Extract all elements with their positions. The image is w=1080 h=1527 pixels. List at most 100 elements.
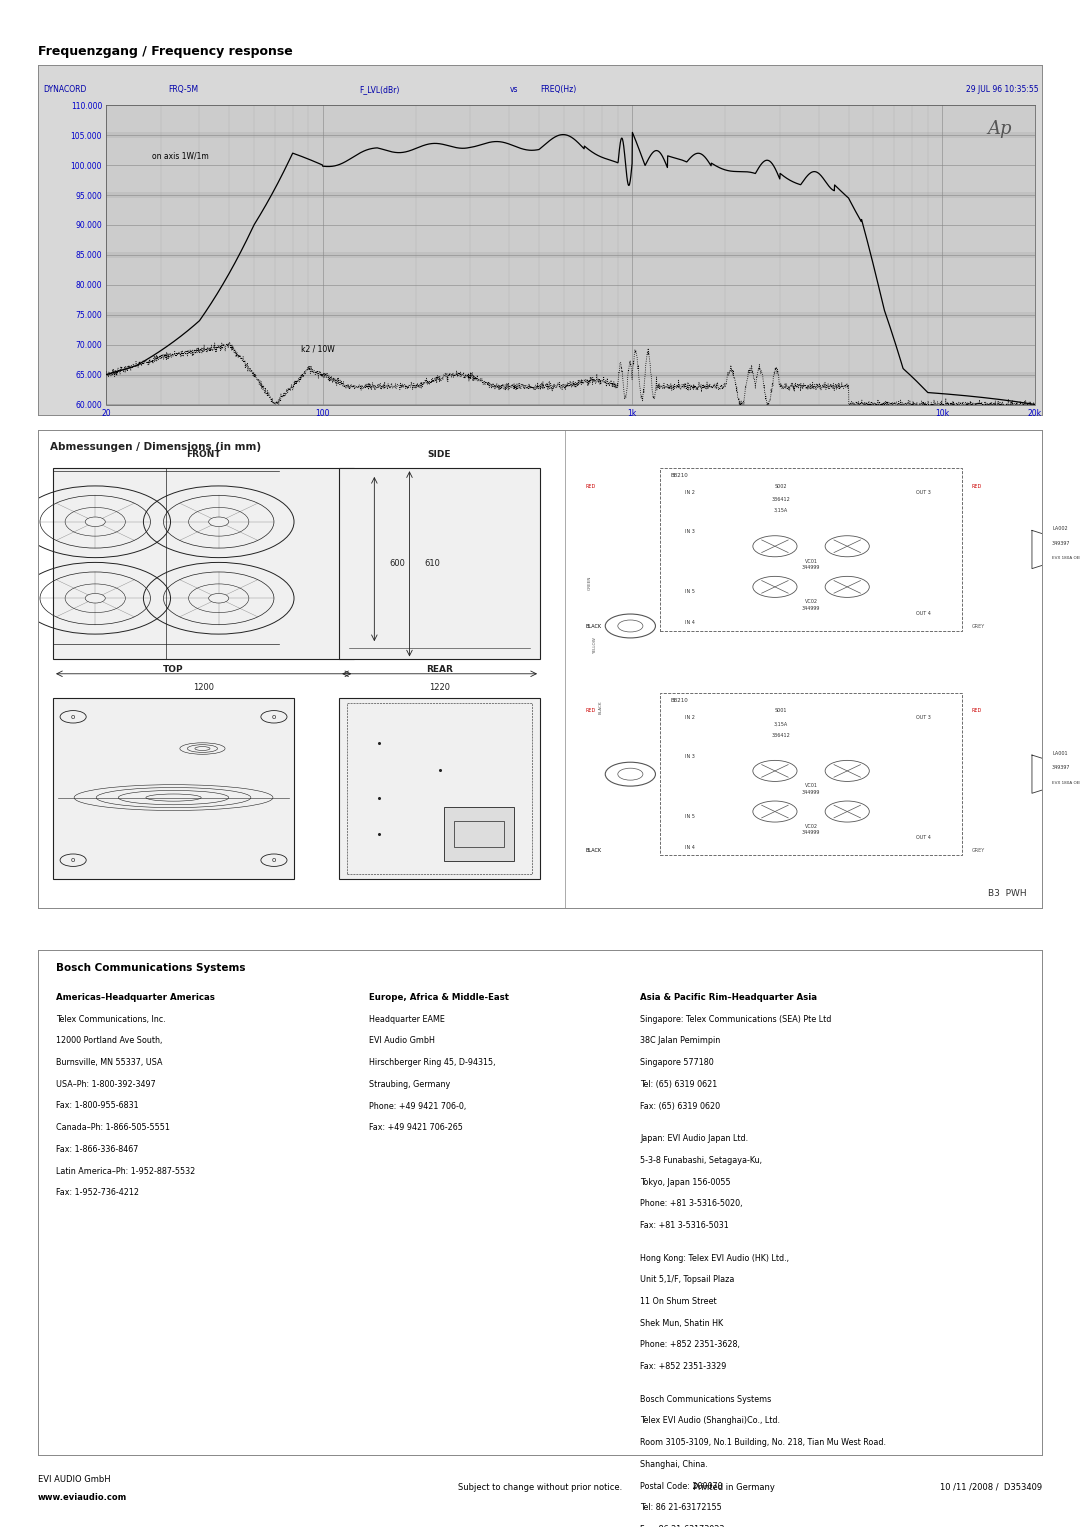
Text: OUT 3: OUT 3 <box>917 715 931 719</box>
Text: IN 4: IN 4 <box>685 620 694 625</box>
Text: Postal Code: 200070: Postal Code: 200070 <box>640 1481 723 1490</box>
Text: 600: 600 <box>390 559 405 568</box>
Text: FRQ-5M: FRQ-5M <box>168 86 199 95</box>
Text: Bosch Communications Systems: Bosch Communications Systems <box>56 962 245 973</box>
Text: 1200: 1200 <box>193 684 214 692</box>
Text: o: o <box>272 857 276 863</box>
Text: Phone: +852 2351-3628,: Phone: +852 2351-3628, <box>640 1341 740 1350</box>
Text: Headquarter EAME: Headquarter EAME <box>369 1014 445 1023</box>
Bar <box>53 698 294 880</box>
Text: F_LVL(dBr): F_LVL(dBr) <box>360 86 400 95</box>
Text: Hong Kong: Telex EVI Audio (HK) Ltd.,: Hong Kong: Telex EVI Audio (HK) Ltd., <box>640 1254 789 1263</box>
Text: Unit 5,1/F, Topsail Plaza: Unit 5,1/F, Topsail Plaza <box>640 1275 734 1284</box>
Text: Printed in Germany: Printed in Germany <box>693 1483 775 1492</box>
Text: o: o <box>272 713 276 719</box>
Text: BLACK: BLACK <box>585 623 602 629</box>
Text: Canada–Ph: 1-866-505-5551: Canada–Ph: 1-866-505-5551 <box>56 1124 170 1132</box>
Text: EVX 180A OEM: EVX 180A OEM <box>1052 556 1080 560</box>
Text: RED: RED <box>585 484 595 489</box>
Text: Fax: +81 3-5316-5031: Fax: +81 3-5316-5031 <box>640 1222 729 1229</box>
Text: Room 3105-3109, No.1 Building, No. 218, Tian Mu West Road.: Room 3105-3109, No.1 Building, No. 218, … <box>640 1438 887 1448</box>
Text: VC02: VC02 <box>805 599 818 605</box>
Text: YELLOW: YELLOW <box>593 637 597 654</box>
Text: BLACK: BLACK <box>598 701 603 715</box>
Text: 12000 Portland Ave South,: 12000 Portland Ave South, <box>56 1037 162 1046</box>
Text: OUT 4: OUT 4 <box>917 835 931 840</box>
Text: Fax: 1-952-736-4212: Fax: 1-952-736-4212 <box>56 1188 139 1197</box>
Text: Bosch Communications Systems: Bosch Communications Systems <box>640 1394 771 1403</box>
Bar <box>339 698 540 880</box>
Text: IN 4: IN 4 <box>685 844 694 851</box>
Bar <box>444 806 514 861</box>
Text: VC01: VC01 <box>805 559 818 563</box>
Text: OUT 4: OUT 4 <box>917 611 931 615</box>
Text: 10 /11 /2008 /  D353409: 10 /11 /2008 / D353409 <box>940 1483 1042 1492</box>
Text: 3,15A: 3,15A <box>774 508 788 513</box>
Text: Hirschberger Ring 45, D-94315,: Hirschberger Ring 45, D-94315, <box>369 1058 496 1067</box>
Text: IN 2: IN 2 <box>685 715 694 719</box>
Bar <box>53 469 354 660</box>
Text: IN 2: IN 2 <box>685 490 694 495</box>
Text: 349397: 349397 <box>1052 765 1070 771</box>
Text: GREY: GREY <box>972 623 985 629</box>
Text: 336412: 336412 <box>771 496 791 502</box>
Text: GREY: GREY <box>972 847 985 854</box>
Text: 349397: 349397 <box>1052 541 1070 545</box>
Text: VC02: VC02 <box>805 823 818 829</box>
Text: DYNACORD: DYNACORD <box>43 86 86 95</box>
Text: Shek Mun, Shatin HK: Shek Mun, Shatin HK <box>640 1319 724 1327</box>
Text: Tel: 86 21-63172155: Tel: 86 21-63172155 <box>640 1503 723 1512</box>
Text: BLACK: BLACK <box>585 847 602 854</box>
Text: S002: S002 <box>774 484 787 489</box>
Text: BB210: BB210 <box>671 473 688 478</box>
Text: o: o <box>71 857 76 863</box>
Bar <box>661 693 961 855</box>
Text: Fax: 1-866-336-8467: Fax: 1-866-336-8467 <box>56 1145 138 1154</box>
Bar <box>106 371 1035 377</box>
Text: Tokyo, Japan 156-0055: Tokyo, Japan 156-0055 <box>640 1177 731 1186</box>
Text: Latin America–Ph: 1-952-887-5532: Latin America–Ph: 1-952-887-5532 <box>56 1167 195 1176</box>
Text: Ap: Ap <box>987 121 1012 139</box>
Text: 344999: 344999 <box>801 565 821 570</box>
Text: Singapore 577180: Singapore 577180 <box>640 1058 714 1067</box>
Text: LA002: LA002 <box>1052 527 1068 531</box>
Text: 11 On Shum Street: 11 On Shum Street <box>640 1296 717 1306</box>
Text: Abmessungen / Dimensions (in mm): Abmessungen / Dimensions (in mm) <box>50 441 261 452</box>
Text: VC01: VC01 <box>805 783 818 788</box>
Text: IN 3: IN 3 <box>685 754 694 759</box>
Text: Fax: +49 9421 706-265: Fax: +49 9421 706-265 <box>369 1124 463 1132</box>
Text: OUT 3: OUT 3 <box>917 490 931 495</box>
Text: IN 5: IN 5 <box>685 589 694 594</box>
Text: EVI Audio GmbH: EVI Audio GmbH <box>369 1037 435 1046</box>
Text: 1220: 1220 <box>429 684 450 692</box>
Text: Burnsville, MN 55337, USA: Burnsville, MN 55337, USA <box>56 1058 163 1067</box>
Text: 3,15A: 3,15A <box>774 721 788 727</box>
Text: Straubing, Germany: Straubing, Germany <box>369 1080 450 1089</box>
Text: Frequenzgang / Frequency response: Frequenzgang / Frequency response <box>38 44 293 58</box>
Text: FRONT: FRONT <box>187 449 221 458</box>
Bar <box>339 469 540 660</box>
Text: www.eviaudio.com: www.eviaudio.com <box>38 1493 127 1503</box>
Text: IN 3: IN 3 <box>685 530 694 534</box>
Text: Singapore: Telex Communications (SEA) Pte Ltd: Singapore: Telex Communications (SEA) Pt… <box>640 1014 832 1023</box>
Text: 344999: 344999 <box>801 789 821 794</box>
Bar <box>348 704 532 873</box>
Text: Fax: 86 21-63173023: Fax: 86 21-63173023 <box>640 1525 725 1527</box>
Text: 344999: 344999 <box>801 831 821 835</box>
Text: Phone: +81 3-5316-5020,: Phone: +81 3-5316-5020, <box>640 1199 743 1208</box>
Text: EVX 180A OEM: EVX 180A OEM <box>1052 780 1080 785</box>
Bar <box>106 252 1035 258</box>
Text: vs: vs <box>510 86 518 95</box>
Text: Shanghai, China.: Shanghai, China. <box>640 1460 708 1469</box>
Text: Japan: EVI Audio Japan Ltd.: Japan: EVI Audio Japan Ltd. <box>640 1135 748 1144</box>
Text: Fax: +852 2351-3329: Fax: +852 2351-3329 <box>640 1362 727 1371</box>
Text: LA001: LA001 <box>1052 751 1068 756</box>
Bar <box>661 469 961 631</box>
Text: B3  PWH: B3 PWH <box>988 889 1027 898</box>
Bar <box>454 822 504 847</box>
Text: 5-3-8 Funabashi, Setagaya-Ku,: 5-3-8 Funabashi, Setagaya-Ku, <box>640 1156 762 1165</box>
Text: Telex EVI Audio (Shanghai)Co., Ltd.: Telex EVI Audio (Shanghai)Co., Ltd. <box>640 1417 781 1425</box>
Text: S001: S001 <box>774 709 787 713</box>
Text: o: o <box>71 713 76 719</box>
Text: FREQ(Hz): FREQ(Hz) <box>540 86 577 95</box>
